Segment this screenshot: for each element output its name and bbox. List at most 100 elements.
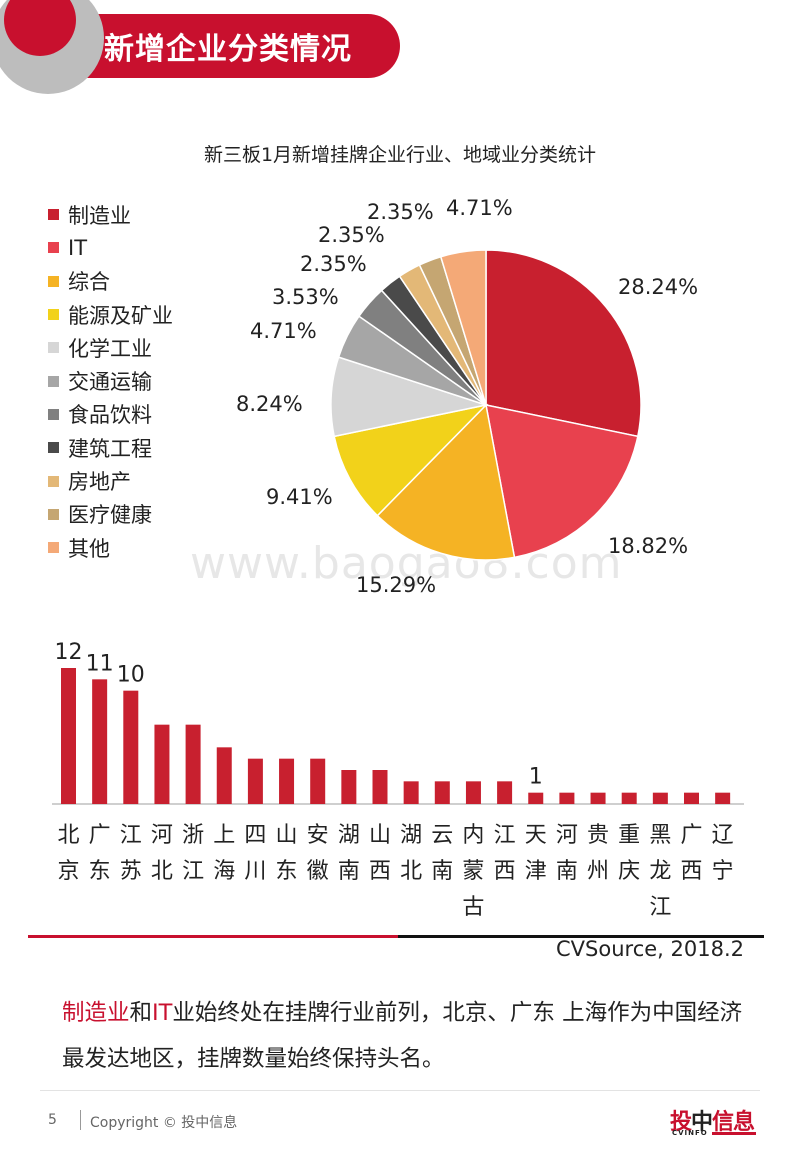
pie-slice	[485, 404, 639, 559]
bar	[216, 747, 232, 804]
pie-chart-title: 新三板1月新增挂牌企业行业、地域业分类统计	[203, 144, 597, 166]
highlight-it: IT	[152, 1000, 173, 1026]
legend-label: 房地产	[68, 470, 131, 495]
header-circle-decoration	[0, 0, 104, 94]
legend-item: 交通运输	[48, 364, 173, 397]
bar-category-label: 北京	[57, 823, 80, 884]
legend-label: 其他	[68, 536, 110, 561]
pie-label: 9.41%	[266, 485, 333, 509]
pie-label: 28.24%	[618, 275, 698, 299]
pie-legend: 制造业 IT 综合能源及矿业化学工业交通运输食品饮料建筑工程房地产医疗健康其他	[48, 198, 173, 564]
legend-item: 综合	[48, 265, 173, 298]
bar-category-label: 黑龙江	[649, 823, 672, 920]
legend-item: 制造业	[48, 198, 173, 231]
legend-item: 医疗健康	[48, 498, 173, 531]
bar	[154, 724, 170, 804]
pie-chart	[330, 249, 642, 561]
bar-data-label: 10	[117, 663, 145, 688]
bar-category-label: 山西	[368, 823, 391, 884]
legend-swatch	[48, 275, 59, 287]
header-circle-inner	[4, 0, 76, 56]
pie-label: 4.71%	[446, 196, 513, 220]
bar-category-label: 山东	[275, 823, 298, 884]
logo-char: 信息	[712, 1110, 755, 1135]
bar	[372, 770, 388, 804]
legend-swatch	[48, 408, 59, 420]
bar	[185, 724, 201, 804]
legend-swatch	[48, 542, 59, 554]
legend-label: 建筑工程	[68, 436, 152, 461]
legend-label: 交通运输	[68, 370, 152, 395]
divider-red	[28, 935, 398, 938]
pie-label: 15.29%	[356, 573, 436, 597]
legend-item: 房地产	[48, 464, 173, 497]
highlight-manufacturing: 制造业	[62, 1000, 130, 1026]
legend-swatch	[48, 475, 59, 487]
page-title: 新增企业分类情况	[104, 32, 352, 67]
legend-label: 化学工业	[68, 336, 152, 361]
legend-label: 综合	[68, 270, 110, 295]
bar	[61, 668, 76, 804]
bar	[621, 792, 637, 804]
divider-black	[398, 935, 764, 938]
bar-data-label: 11	[86, 651, 114, 676]
legend-item: 能源及矿业	[48, 298, 173, 331]
legend-swatch	[48, 375, 59, 387]
bar-data-label: 12	[55, 640, 83, 665]
bar-category-label: 重庆	[618, 823, 641, 884]
bar-category-label: 湖南	[337, 823, 360, 884]
pie-label: 2.35%	[318, 223, 385, 247]
legend-swatch	[48, 342, 59, 354]
pie-label: 2.35%	[367, 200, 434, 224]
bar-category-labels: 北京 广东 江苏 河北 浙江 上海 四川 山东 安徽 湖南 山西 湖北 云南 内蒙古 江西 天津 河南 贵州 重庆黑…	[0, 818, 800, 938]
bar-category-label: 江西	[493, 823, 516, 884]
bar	[341, 770, 357, 804]
legend-item: 建筑工程	[48, 431, 173, 464]
bar-category-label: 浙江	[182, 823, 205, 884]
bar	[434, 781, 450, 804]
bar	[247, 758, 263, 804]
bar-category-label: 河北	[150, 823, 173, 884]
logo-bar	[712, 1132, 756, 1135]
bar	[684, 792, 699, 804]
bar	[652, 792, 668, 804]
bar-category-label: 河南	[555, 823, 578, 884]
logo-subtext: CVINFO	[672, 1129, 708, 1137]
page-number: 5	[48, 1112, 57, 1128]
bar-category-label: 安徽	[306, 823, 329, 884]
legend-label: 食品饮料	[68, 403, 152, 428]
legend-label: IT	[68, 235, 88, 260]
footer-separator	[80, 1110, 81, 1130]
logo-char: 投	[670, 1110, 692, 1135]
legend-swatch	[48, 442, 59, 454]
company-logo: 投中信息	[670, 1104, 755, 1136]
bar-chart: 12 11 10 1	[55, 640, 731, 804]
bar-category-label: 广西	[680, 823, 703, 884]
legend-item: 其他	[48, 531, 173, 564]
legend-label: 医疗健康	[68, 503, 152, 528]
pie-label: 2.35%	[300, 252, 367, 276]
footer-divider	[40, 1090, 760, 1091]
pie-slice	[439, 249, 487, 406]
bar-data-label: 1	[529, 765, 543, 790]
pie-label: 4.71%	[250, 319, 317, 343]
bar	[92, 679, 108, 804]
legend-item: IT	[48, 231, 173, 264]
pie-label: 18.82%	[608, 534, 688, 558]
bar-category-label: 上海	[213, 823, 236, 884]
bar	[590, 792, 606, 804]
legend-swatch	[48, 242, 59, 254]
source-note: CVSource, 2018.2	[556, 937, 744, 961]
bar	[123, 690, 139, 804]
bar-category-label: 云南	[431, 823, 454, 884]
pie-slice	[376, 403, 516, 561]
bar-category-label: 天津	[524, 823, 547, 884]
legend-swatch	[48, 209, 59, 221]
legend-item: 化学工业	[48, 331, 173, 364]
pie-labels: 28.24% 18.82% 15.29% 9.41% 8.24% 4.71% 3…	[236, 196, 698, 597]
bar	[279, 758, 295, 804]
legend-label: 制造业	[68, 203, 131, 228]
pie-label: 3.53%	[272, 285, 339, 309]
bar-category-label: 湖北	[400, 823, 423, 884]
